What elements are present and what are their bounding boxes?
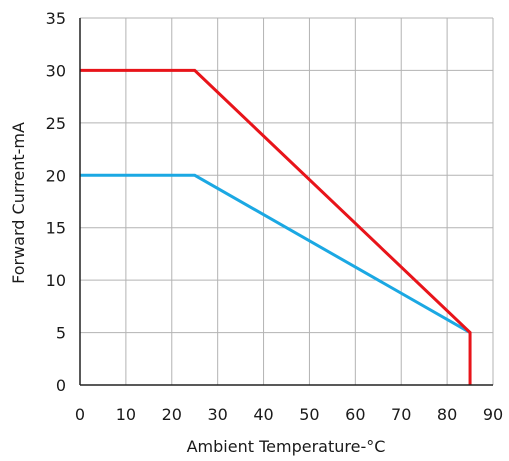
y-tick-label: 30 bbox=[46, 61, 66, 80]
x-tick-label: 60 bbox=[345, 405, 365, 424]
x-tick-label: 80 bbox=[437, 405, 457, 424]
y-tick-label: 0 bbox=[56, 376, 66, 395]
y-tick-label: 25 bbox=[46, 114, 66, 133]
x-tick-label: 40 bbox=[253, 405, 273, 424]
y-tick-label: 15 bbox=[46, 219, 66, 238]
x-tick-label: 30 bbox=[207, 405, 227, 424]
tick-labels: 0 10 20 30 40 50 60 70 80 90 0 5 10 15 20 25 30 35 bbox=[46, 9, 504, 424]
series-line-0 bbox=[80, 68, 472, 385]
x-tick-label: 10 bbox=[116, 405, 136, 424]
y-tick-label: 5 bbox=[56, 324, 66, 343]
x-tick-label: 0 bbox=[75, 405, 85, 424]
x-tick-label: 70 bbox=[391, 405, 411, 424]
axes bbox=[79, 18, 493, 386]
series-line-1 bbox=[80, 173, 471, 334]
y-tick-label: 35 bbox=[46, 9, 66, 28]
x-axis-label: Ambient Temperature-°C bbox=[187, 437, 386, 456]
series-lines bbox=[80, 68, 472, 385]
y-tick-label: 20 bbox=[46, 166, 66, 185]
grid bbox=[79, 17, 494, 386]
x-tick-label: 20 bbox=[162, 405, 182, 424]
y-axis-label: Forward Current-mA bbox=[9, 122, 28, 284]
x-tick-label: 50 bbox=[299, 405, 319, 424]
y-tick-label: 10 bbox=[46, 271, 66, 290]
x-tick-label: 90 bbox=[483, 405, 503, 424]
